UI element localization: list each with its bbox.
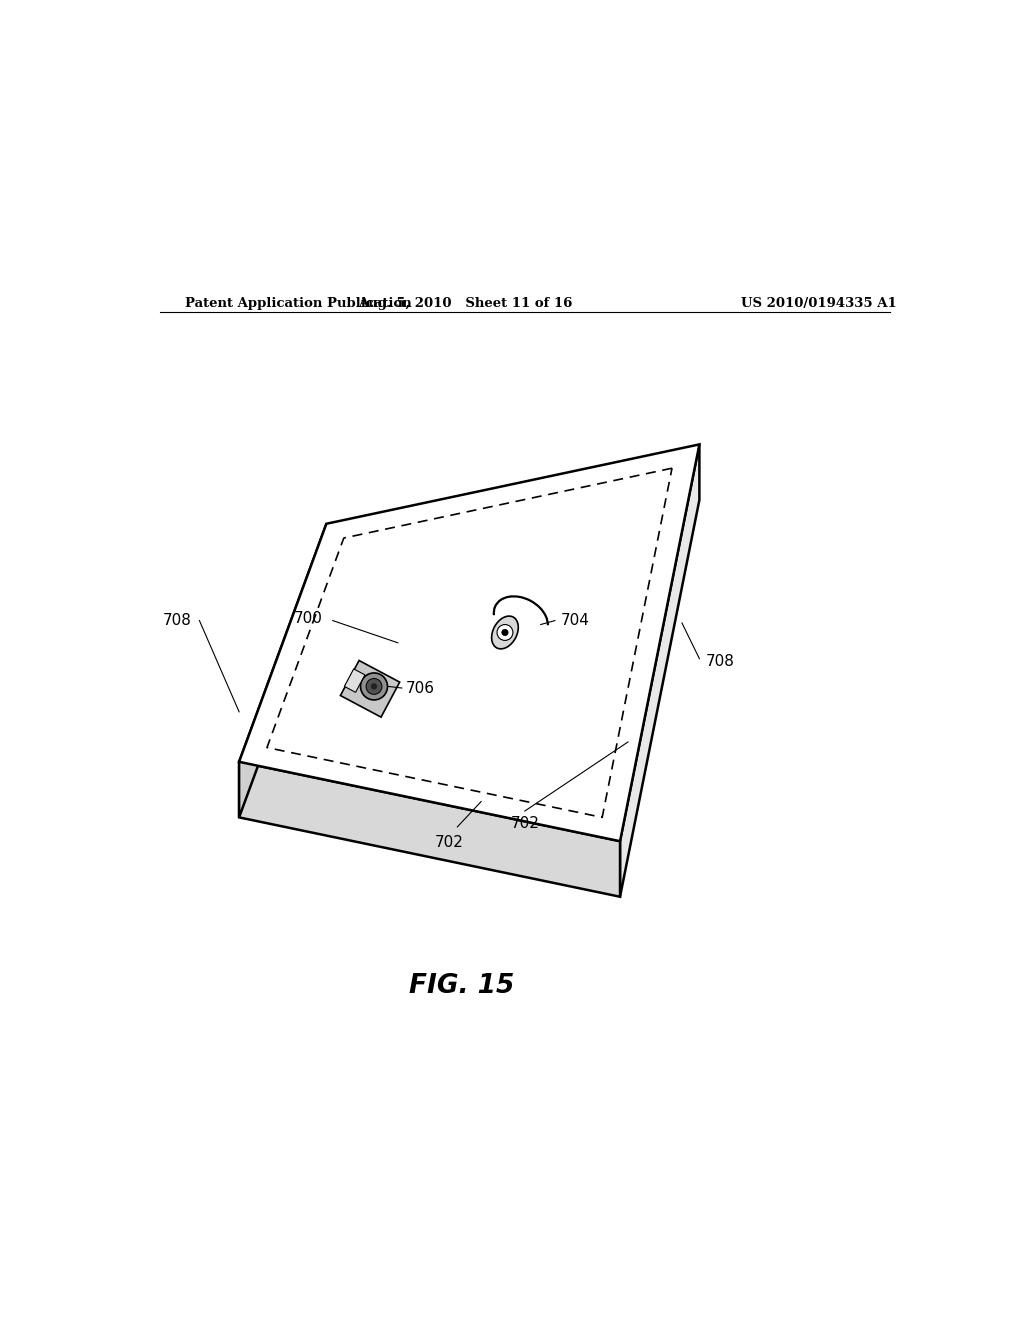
Circle shape bbox=[360, 673, 387, 700]
Polygon shape bbox=[240, 524, 327, 817]
Circle shape bbox=[371, 684, 377, 689]
Text: Patent Application Publication: Patent Application Publication bbox=[185, 297, 412, 310]
Text: 704: 704 bbox=[560, 612, 590, 628]
Text: 700: 700 bbox=[294, 611, 323, 627]
Text: 706: 706 bbox=[406, 681, 435, 697]
Circle shape bbox=[497, 624, 513, 640]
Polygon shape bbox=[240, 762, 620, 896]
Text: FIG. 15: FIG. 15 bbox=[409, 973, 514, 999]
Polygon shape bbox=[240, 445, 699, 841]
Text: 702: 702 bbox=[435, 834, 464, 850]
Circle shape bbox=[367, 678, 382, 694]
Polygon shape bbox=[344, 669, 365, 693]
Text: Aug. 5, 2010   Sheet 11 of 16: Aug. 5, 2010 Sheet 11 of 16 bbox=[358, 297, 572, 310]
Text: US 2010/0194335 A1: US 2010/0194335 A1 bbox=[740, 297, 896, 310]
Polygon shape bbox=[340, 660, 399, 717]
Text: 708: 708 bbox=[706, 653, 734, 668]
Text: 702: 702 bbox=[510, 816, 540, 830]
Text: 708: 708 bbox=[163, 612, 191, 628]
Ellipse shape bbox=[492, 616, 518, 649]
Circle shape bbox=[502, 630, 508, 636]
Polygon shape bbox=[620, 445, 699, 896]
